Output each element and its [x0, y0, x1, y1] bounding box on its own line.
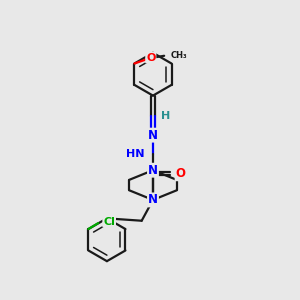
Text: N: N — [148, 194, 158, 206]
Text: N: N — [148, 129, 158, 142]
Text: H: H — [161, 111, 170, 122]
Text: CH₃: CH₃ — [171, 51, 187, 60]
Text: O: O — [146, 52, 155, 63]
Text: O: O — [176, 167, 186, 180]
Text: Cl: Cl — [103, 217, 115, 226]
Text: N: N — [148, 164, 158, 177]
Text: HN: HN — [126, 148, 145, 159]
